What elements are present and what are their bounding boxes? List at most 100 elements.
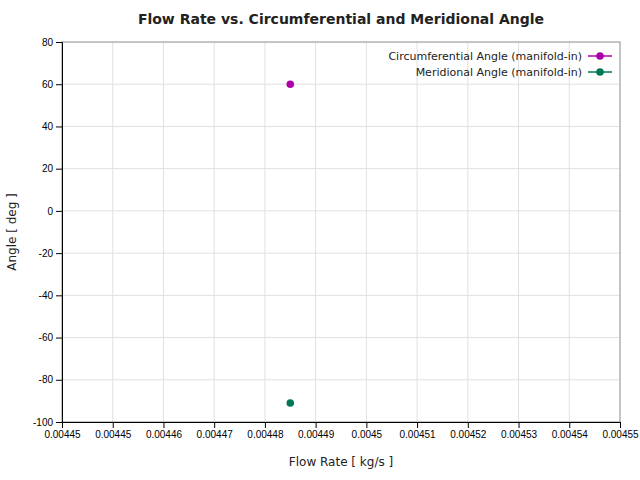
tick-mark — [620, 422, 621, 428]
point — [286, 399, 294, 407]
tick-label: 80 — [42, 37, 54, 48]
legend-item: Meridional Angle (manifold-in) — [416, 66, 612, 79]
tick-mark — [56, 295, 62, 296]
tick-label: 40 — [42, 121, 54, 132]
grid-line — [467, 42, 468, 422]
x-axis-title: Flow Rate [ kg/s ] — [289, 455, 393, 469]
tick-label: 0.00454 — [552, 429, 589, 440]
grid-line — [62, 210, 620, 211]
tick-mark — [519, 422, 520, 428]
tick-mark — [214, 422, 215, 428]
grid-line — [62, 126, 620, 127]
legend-marker — [596, 68, 604, 76]
tick: 0.00447 — [197, 422, 234, 440]
tick: 0.00446 — [146, 422, 183, 440]
tick-mark — [163, 422, 164, 428]
tick-mark — [56, 253, 62, 254]
tick-label: 60 — [42, 79, 54, 90]
grid-line — [62, 337, 620, 338]
tick-mark — [56, 84, 62, 85]
grid-line — [62, 84, 620, 85]
tick-mark — [56, 42, 62, 43]
tick-label: 0.00453 — [501, 429, 538, 440]
tick: 0.00455 — [602, 422, 639, 440]
grid-line — [62, 253, 620, 254]
tick-label: -60 — [39, 332, 54, 343]
plot-frame — [62, 42, 620, 422]
grid-line — [163, 42, 164, 422]
tick-mark — [468, 422, 469, 428]
tick: -60 — [39, 332, 62, 343]
legend-label: Meridional Angle (manifold-in) — [416, 66, 582, 79]
legend-item: Circumferential Angle (manifold-in) — [388, 50, 612, 63]
tick: -100 — [33, 417, 62, 428]
tick-label: 0.00451 — [400, 429, 437, 440]
tick-label: 0.00448 — [247, 429, 284, 440]
tick-mark — [56, 211, 62, 212]
point — [286, 80, 294, 88]
tick-label: -80 — [39, 374, 54, 385]
grid-line — [366, 42, 367, 422]
grid-line — [62, 168, 620, 169]
tick-label: 0.00449 — [298, 429, 335, 440]
tick-label: -100 — [33, 417, 53, 428]
tick-mark — [569, 422, 570, 428]
tick: 0.00451 — [400, 422, 437, 440]
tick: 0 — [47, 206, 62, 217]
plot: 0.004450.004450.004460.004470.004480.004… — [33, 37, 639, 440]
tick: -80 — [39, 374, 62, 385]
tick-label: 0.00447 — [197, 429, 234, 440]
legend-marker — [596, 52, 604, 60]
tick-label: -20 — [39, 248, 54, 259]
title: Flow Rate vs. Circumferential and Meridi… — [138, 11, 544, 27]
tick-mark — [316, 422, 317, 428]
tick-label: 0.00455 — [602, 429, 639, 440]
tick: 0.00452 — [450, 422, 487, 440]
tick: 60 — [42, 79, 62, 90]
tick: 0.00454 — [552, 422, 589, 440]
tick-mark — [417, 422, 418, 428]
tick: 0.00445 — [95, 422, 132, 440]
tick-label: 20 — [42, 163, 54, 174]
tick-mark — [56, 126, 62, 127]
tick-label: 0.0045 — [352, 429, 383, 440]
y-axis-title: Angle [ deg ] — [5, 193, 19, 271]
grid-line — [112, 42, 113, 422]
marks — [286, 80, 294, 406]
grid-line — [315, 42, 316, 422]
chart: 0.004450.004450.004460.004470.004480.004… — [0, 0, 640, 480]
tick-mark — [56, 380, 62, 381]
grid — [62, 42, 620, 422]
tick-mark — [56, 422, 62, 423]
tick: 0.00448 — [247, 422, 284, 440]
y-axis: -100 -80 -60 -40 -20 0 20 40 60 80 — [33, 37, 63, 428]
grid-line — [62, 295, 620, 296]
tick-label: 0 — [47, 206, 53, 217]
tick-label: -40 — [39, 290, 54, 301]
grid-line — [569, 42, 570, 422]
tick: 20 — [42, 163, 62, 174]
tick: -40 — [39, 290, 62, 301]
axis-line — [63, 423, 621, 429]
tick-label: 0.00452 — [450, 429, 487, 440]
tick-label: 0.00446 — [146, 429, 183, 440]
tick-mark — [56, 338, 62, 339]
tick: 0.00453 — [501, 422, 538, 440]
tick-mark — [113, 422, 114, 428]
grid-line — [518, 42, 519, 422]
tick: 0.00449 — [298, 422, 335, 440]
grid-line — [417, 42, 418, 422]
x-axis: 0.004450.004450.004460.004470.004480.004… — [44, 422, 639, 440]
grid-line — [62, 379, 620, 380]
tick: -20 — [39, 248, 62, 259]
tick-mark — [265, 422, 266, 428]
legend: Circumferential Angle (manifold-in) Merid… — [388, 50, 612, 79]
axis-line — [56, 43, 63, 423]
grid-line — [264, 42, 265, 422]
tick: 80 — [42, 37, 62, 48]
legend-label: Circumferential Angle (manifold-in) — [388, 50, 582, 63]
grid-line — [214, 42, 215, 422]
tick: 40 — [42, 121, 62, 132]
tick: 0.0045 — [352, 422, 383, 440]
tick-mark — [56, 169, 62, 170]
